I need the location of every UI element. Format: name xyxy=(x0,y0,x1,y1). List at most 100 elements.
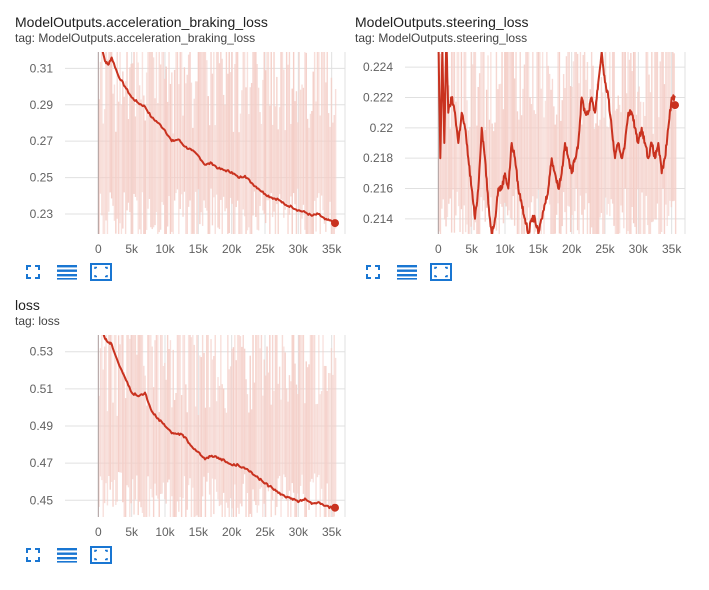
raw-value-stroke xyxy=(187,54,190,207)
raw-value-stroke xyxy=(285,388,288,501)
raw-value-stroke xyxy=(656,52,659,204)
raw-value-stroke xyxy=(568,52,570,207)
raw-value-stroke xyxy=(250,409,253,517)
lines-button[interactable] xyxy=(56,262,78,282)
raw-value-stroke xyxy=(228,369,230,517)
raw-value-stroke xyxy=(585,79,587,194)
raw-value-stroke xyxy=(283,346,285,475)
raw-value-stroke xyxy=(266,52,268,201)
raw-value-stroke xyxy=(299,89,302,234)
lines-button[interactable] xyxy=(396,262,418,282)
raw-value-stroke xyxy=(154,98,156,226)
raw-value-stroke xyxy=(488,119,491,219)
chart-svg: 0.45 0.47 0.49 0.51 0.53 0 5k 10k 15k 20k 25k 30k 35… xyxy=(30,335,346,539)
x-tick-label: 15k xyxy=(529,242,549,256)
raw-value-stroke xyxy=(327,372,330,517)
raw-value-stroke xyxy=(471,64,474,191)
raw-value-stroke xyxy=(283,69,285,218)
raw-value-stroke xyxy=(497,89,499,193)
raw-value-stroke xyxy=(242,52,244,210)
raw-value-stroke xyxy=(316,52,319,198)
raw-value-stroke xyxy=(291,88,293,234)
raw-value-stroke xyxy=(502,109,505,224)
raw-value-stroke xyxy=(269,335,271,485)
plot-area xyxy=(97,52,337,234)
plot-acceleration-braking-loss[interactable]: 0.23 0.25 0.27 0.29 0.31 0 5k 10k 15k 20k 25k 30k 35… xyxy=(15,52,355,274)
fullscreen-button[interactable] xyxy=(362,262,384,282)
raw-value-stroke xyxy=(182,115,184,217)
raw-value-stroke xyxy=(301,335,303,475)
raw-value-stroke xyxy=(130,335,132,504)
raw-value-stroke xyxy=(150,335,152,489)
raw-value-stroke xyxy=(333,335,335,517)
raw-value-stroke xyxy=(306,367,309,500)
raw-value-stroke xyxy=(211,359,214,479)
raw-value-stroke xyxy=(470,52,472,227)
fit-domain-button[interactable] xyxy=(90,545,112,565)
raw-value-stroke xyxy=(123,96,125,193)
raw-value-stroke xyxy=(245,379,247,517)
raw-value-stroke xyxy=(670,99,673,208)
raw-value-stroke xyxy=(515,52,517,190)
raw-value-stroke xyxy=(148,335,151,517)
raw-value-stroke xyxy=(325,365,327,517)
raw-value-stroke xyxy=(562,74,565,193)
raw-value-stroke xyxy=(646,52,649,226)
raw-value-stroke xyxy=(213,356,215,515)
raw-value-stroke xyxy=(189,52,191,201)
raw-value-stroke xyxy=(207,335,209,473)
raw-value-stroke xyxy=(137,62,139,234)
raw-value-stroke xyxy=(161,335,163,494)
raw-value-stroke xyxy=(438,106,440,232)
lines-button[interactable] xyxy=(56,545,78,565)
raw-value-stroke xyxy=(248,114,250,228)
raw-value-stroke xyxy=(546,52,548,200)
fullscreen-button[interactable] xyxy=(22,262,44,282)
raw-value-stroke xyxy=(544,100,547,195)
raw-value-stroke xyxy=(147,52,149,209)
x-tick-label: 5k xyxy=(125,242,139,256)
plot-steering-loss[interactable]: 0.214 0.216 0.218 0.22 0.222 0.224 0 5k 10k 15k 20… xyxy=(355,52,695,274)
fit-domain-button[interactable] xyxy=(430,262,452,282)
raw-value-stroke xyxy=(206,60,208,211)
chart-svg: 0.214 0.216 0.218 0.22 0.222 0.224 0 5k 10k 15k 20… xyxy=(363,52,686,256)
plot-area xyxy=(97,335,337,517)
plot-loss[interactable]: 0.45 0.47 0.49 0.51 0.53 0 5k 10k 15k 20k 25k 30k 35… xyxy=(15,335,355,557)
x-tick-label: 25k xyxy=(595,242,615,256)
raw-value-stroke xyxy=(297,122,299,189)
raw-value-stroke xyxy=(140,99,142,234)
raw-value-stroke xyxy=(547,65,549,193)
raw-value-stroke xyxy=(313,52,316,201)
raw-value-stroke xyxy=(285,52,288,204)
raw-value-stroke xyxy=(319,394,321,517)
raw-value-stroke xyxy=(152,57,155,228)
raw-value-stroke xyxy=(220,335,222,505)
raw-value-stroke xyxy=(222,388,225,493)
raw-value-stroke xyxy=(136,52,138,201)
raw-value-stroke xyxy=(110,335,113,482)
raw-value-stroke xyxy=(453,52,456,233)
raw-value-stroke xyxy=(236,335,239,508)
chart-title: ModelOutputs.steering_loss xyxy=(355,14,529,30)
fullscreen-button[interactable] xyxy=(22,545,44,565)
raw-value-stroke xyxy=(169,83,172,234)
raw-value-stroke xyxy=(255,335,257,506)
raw-value-stroke xyxy=(276,335,278,507)
raw-value-stroke xyxy=(270,404,272,517)
raw-value-stroke xyxy=(143,365,145,517)
raw-value-stroke xyxy=(229,366,232,499)
raw-value-stroke xyxy=(456,52,458,192)
raw-value-stroke xyxy=(635,114,638,234)
raw-value-stroke xyxy=(102,123,104,234)
raw-value-stroke xyxy=(311,111,313,234)
raw-value-stroke xyxy=(548,73,551,205)
raw-value-stroke xyxy=(141,335,144,513)
y-tick-label: 0.224 xyxy=(363,60,393,74)
raw-value-stroke xyxy=(214,335,216,480)
raw-value-stroke xyxy=(327,113,330,221)
raw-value-stroke xyxy=(323,52,326,224)
fit-domain-button[interactable] xyxy=(90,262,112,282)
raw-value-stroke xyxy=(225,412,228,503)
raw-value-stroke xyxy=(581,124,583,215)
raw-value-stroke xyxy=(315,101,317,232)
